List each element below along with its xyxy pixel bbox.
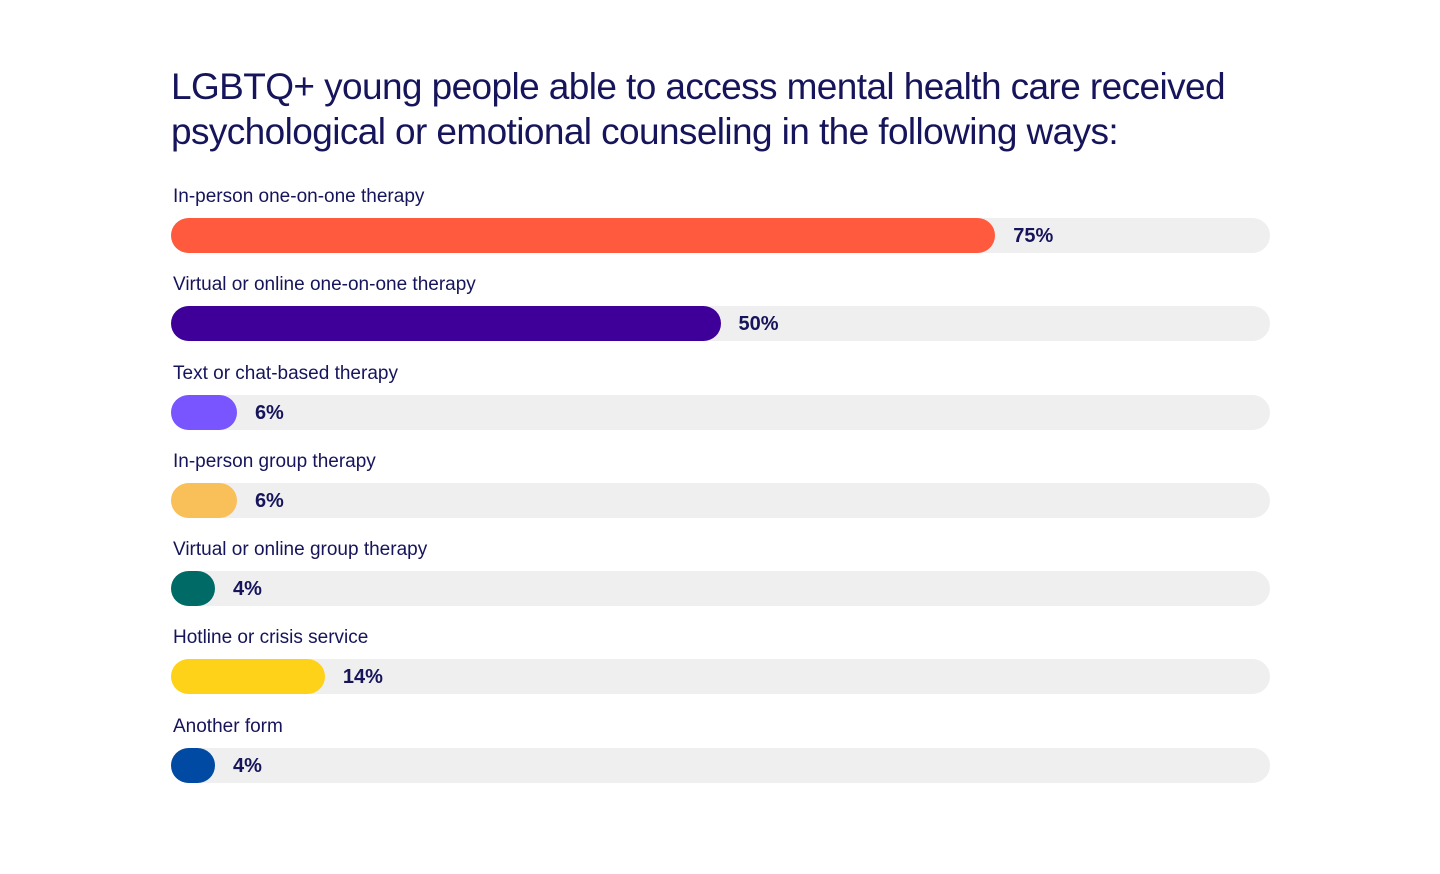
category-label: In-person group therapy — [173, 450, 376, 472]
category-label: Hotline or crisis service — [173, 627, 369, 649]
bar-track — [171, 394, 1270, 430]
bar — [171, 659, 325, 695]
value-label: 6% — [254, 489, 284, 512]
category-label: Virtual or online one-on-one therapy — [173, 274, 476, 296]
value-label: 50% — [738, 313, 779, 336]
bar — [171, 394, 237, 430]
bar-row: Virtual or online one-on-one therapy 50% — [171, 273, 1270, 361]
bar — [171, 218, 996, 253]
value-label: 4% — [233, 754, 262, 777]
value-label: 4% — [233, 578, 262, 601]
category-label: In-person one-on-one therapy — [173, 186, 425, 207]
value-label: 6% — [254, 401, 284, 424]
bar-row: Another form 4% — [171, 715, 1270, 803]
bar-track — [171, 571, 1270, 607]
value-label: 75% — [1013, 225, 1054, 247]
bar-row: In-person one-on-one therapy 75% — [171, 185, 1270, 273]
bar — [171, 747, 215, 783]
bar-row: In-person group therapy 6% — [171, 450, 1270, 538]
bar-row: Text or chat-based therapy 6% — [171, 362, 1270, 450]
category-label: Virtual or online group therapy — [173, 539, 428, 561]
value-label: 14% — [342, 666, 383, 689]
chart: LGBTQ+ young people able to access menta… — [171, 64, 1270, 803]
bar-row: Virtual or online group therapy 4% — [171, 538, 1270, 626]
bar — [171, 482, 237, 518]
category-label: Another form — [173, 715, 283, 737]
bar — [171, 306, 721, 342]
bar — [171, 571, 215, 607]
category-label: Text or chat-based therapy — [173, 362, 398, 384]
bar-track — [171, 218, 1270, 253]
bar-track — [171, 659, 1270, 695]
bar-track — [171, 482, 1270, 518]
bar-row: Hotline or crisis service 14% — [171, 626, 1270, 714]
chart-title: LGBTQ+ young people able to access menta… — [171, 66, 1226, 152]
bar-track — [171, 747, 1270, 783]
bar-track — [171, 306, 1270, 342]
bar-rows: In-person one-on-one therapy 75% Virtual o… — [171, 185, 1270, 803]
